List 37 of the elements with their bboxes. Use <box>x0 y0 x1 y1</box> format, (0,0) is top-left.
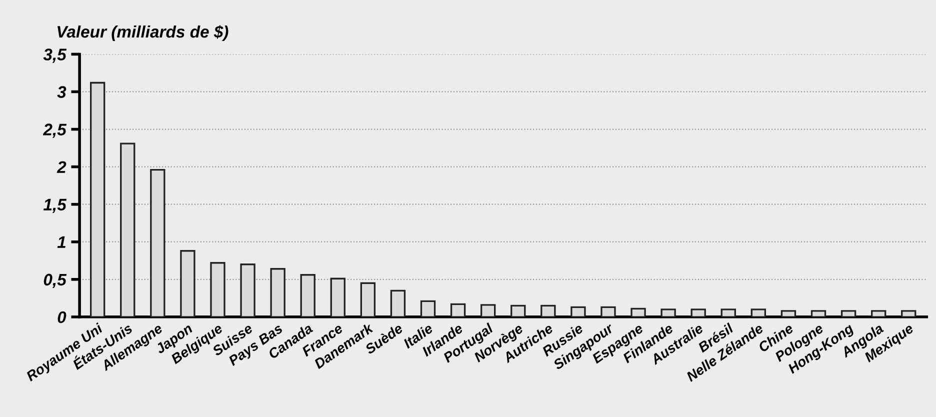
bar <box>750 308 766 317</box>
bar <box>540 304 556 317</box>
bar <box>600 306 616 317</box>
y-tick-label: 0 <box>58 311 66 324</box>
bar <box>840 310 856 317</box>
y-tick-label: 3 <box>57 86 66 98</box>
y-tick-label: 2,5 <box>42 124 67 138</box>
bar <box>210 262 226 317</box>
bar <box>720 308 736 317</box>
bar <box>630 308 646 317</box>
bar <box>360 282 376 317</box>
y-axis-title: Valeur (milliards de $) <box>58 25 228 41</box>
bar <box>420 300 436 317</box>
bar <box>780 310 796 317</box>
bar <box>690 308 706 317</box>
bar <box>510 304 526 317</box>
bar <box>270 268 286 317</box>
bar <box>150 168 166 317</box>
bar <box>180 250 196 317</box>
y-tick-label: 2 <box>56 161 66 173</box>
bar <box>480 304 496 317</box>
bar <box>90 82 106 317</box>
bar <box>300 274 316 317</box>
bar <box>450 303 466 317</box>
y-tick-label: 1 <box>57 236 66 248</box>
y-tick-label: 0,5 <box>44 274 67 288</box>
bar <box>901 310 916 317</box>
bar <box>330 278 346 317</box>
bar <box>870 310 886 317</box>
bar <box>660 308 676 317</box>
bar <box>120 142 136 317</box>
bar <box>390 290 406 317</box>
bar <box>810 310 826 317</box>
bar <box>240 264 256 317</box>
bar <box>570 306 586 317</box>
y-tick-label: 1,5 <box>43 198 67 213</box>
y-tick-label: 3,5 <box>43 48 67 63</box>
